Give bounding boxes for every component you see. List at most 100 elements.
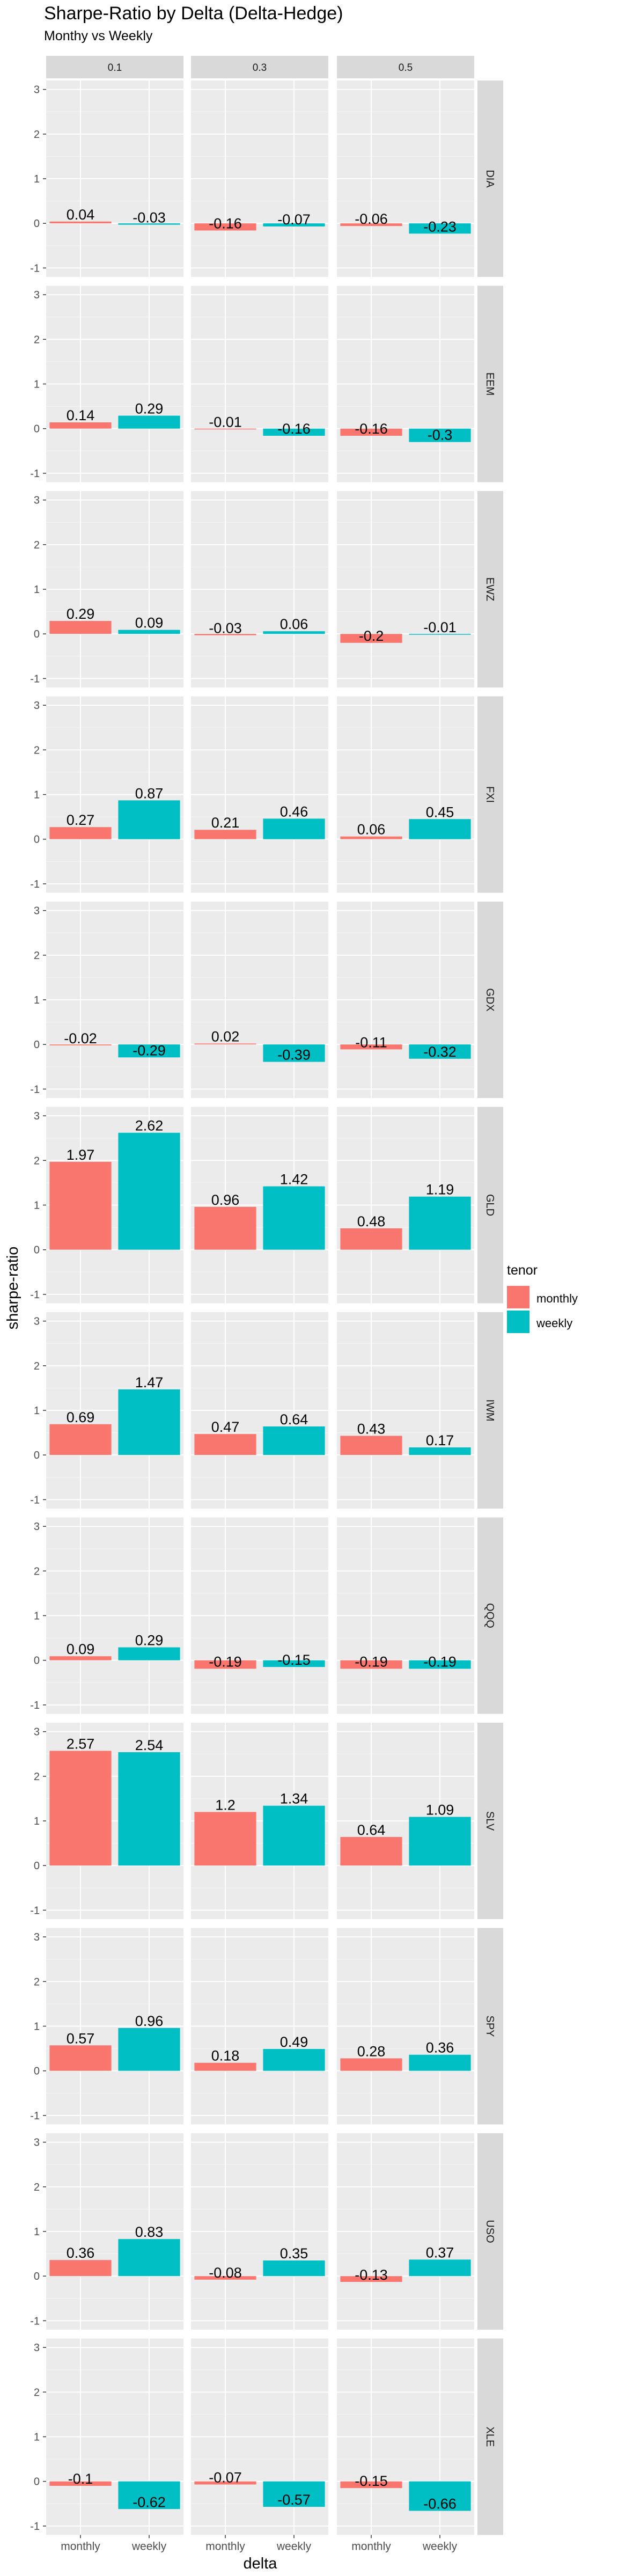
bar-value-label: -0.62 — [133, 2494, 166, 2510]
facet-grid: 0.1 0.3 0.5 -1 0 1 2 3 0.04 -0.03 -0.16 -0.07 -0.06 -… — [30, 56, 503, 2553]
bar-value-label: -0.39 — [277, 1047, 311, 1063]
x-tick-label: weekly — [276, 2541, 312, 2553]
facet-strip-row — [477, 2338, 503, 2535]
y-tick-label: -1 — [30, 2315, 40, 2327]
bar-weekly — [409, 2481, 471, 2511]
bar-value-label: 0.04 — [67, 207, 95, 223]
bar-monthly — [340, 1044, 402, 1050]
bar-value-label: 0.69 — [67, 1409, 95, 1425]
bar-monthly — [49, 2260, 112, 2277]
bar-monthly — [194, 223, 256, 231]
y-tick-label: 3 — [34, 289, 40, 301]
bar-weekly — [118, 2028, 180, 2071]
facet-strip-row — [477, 80, 503, 277]
bar-weekly — [409, 1817, 471, 1866]
bar-value-label: 0.36 — [426, 2040, 454, 2056]
y-tick-label: 3 — [34, 2137, 40, 2149]
bar-weekly — [263, 1186, 325, 1250]
bar-value-label: -0.15 — [277, 1652, 311, 1668]
bar-value-label: -0.03 — [133, 210, 166, 226]
bar-value-label: -0.07 — [209, 2470, 242, 2486]
bar-value-label: 2.57 — [67, 1736, 95, 1752]
bar-value-label: -0.01 — [423, 619, 457, 635]
facet-strip-row-label: IWM — [484, 1399, 496, 1421]
y-tick-label: 1 — [34, 584, 40, 596]
facet-strip-row — [477, 1107, 503, 1304]
bar-monthly — [49, 1656, 112, 1660]
bar-weekly — [118, 1647, 180, 1660]
bar-monthly — [194, 1206, 256, 1250]
facet-strip-row — [477, 902, 503, 1098]
y-tick-label: 1 — [34, 994, 40, 1006]
bar-value-label: -0.03 — [209, 620, 242, 636]
bar-value-label: 0.43 — [357, 1421, 386, 1437]
bar-value-label: -0.2 — [359, 628, 384, 644]
bar-value-label: 1.47 — [135, 1374, 164, 1391]
bar-weekly — [118, 2481, 180, 2509]
bar-monthly — [340, 1660, 402, 1669]
bar-monthly — [194, 2276, 256, 2280]
bar-monthly — [49, 1161, 112, 1250]
y-tick-label: 0 — [34, 1039, 40, 1051]
bar-value-label: 0.48 — [357, 1213, 386, 1230]
y-tick-label: 3 — [34, 1521, 40, 1533]
bar-value-label: -0.06 — [355, 211, 388, 227]
x-tick-label: monthly — [351, 2541, 391, 2553]
bar-value-label: -0.66 — [423, 2496, 457, 2512]
bar-monthly — [340, 2481, 402, 2489]
facet-strip-row — [477, 696, 503, 893]
bar-value-label: 0.29 — [67, 606, 95, 622]
bar-weekly — [263, 223, 325, 227]
bar-monthly — [340, 428, 402, 436]
y-tick-label: 0 — [34, 218, 40, 230]
bar-weekly — [118, 1132, 180, 1250]
bar-value-label: 0.35 — [280, 2245, 308, 2262]
bar-value-label: 0.36 — [67, 2245, 95, 2261]
bar-weekly — [409, 1196, 471, 1250]
bar-value-label: -0.11 — [355, 1034, 387, 1050]
facet-strip-row — [477, 1517, 503, 1714]
bar-monthly — [49, 621, 112, 634]
bar-weekly — [118, 1752, 180, 1866]
bar-value-label: 0.37 — [426, 2244, 454, 2260]
bar-value-label: -0.07 — [277, 211, 311, 228]
bar-value-label: 0.96 — [135, 2013, 164, 2029]
bar-monthly — [194, 634, 256, 635]
y-tick-label: 2 — [34, 950, 40, 962]
bar-value-label: 0.87 — [135, 785, 164, 801]
y-tick-label: 3 — [34, 84, 40, 96]
bar-value-label: 1.42 — [280, 1172, 308, 1188]
bar-weekly — [263, 1426, 325, 1455]
y-tick-label: 1 — [34, 173, 40, 185]
bar-value-label: 0.06 — [280, 616, 308, 632]
y-tick-label: 3 — [34, 1931, 40, 1943]
y-tick-label: 2 — [34, 129, 40, 141]
bar-value-label: 0.06 — [357, 822, 386, 838]
bar-monthly — [49, 221, 112, 224]
legend-key-weekly — [507, 1311, 529, 1333]
y-tick-label: 3 — [34, 700, 40, 712]
y-tick-label: 0 — [34, 2271, 40, 2282]
bar-monthly — [340, 223, 402, 226]
y-tick-label: -1 — [30, 879, 40, 890]
bar-weekly — [118, 1389, 180, 1455]
x-tick-label: weekly — [131, 2541, 167, 2553]
bar-value-label: -0.16 — [277, 421, 311, 437]
y-tick-label: 2 — [34, 2387, 40, 2398]
facet-strip-row-label: USO — [484, 2220, 496, 2243]
bar-value-label: -0.16 — [355, 421, 388, 437]
y-tick-label: 0 — [34, 423, 40, 435]
y-tick-label: 1 — [34, 1200, 40, 1212]
bar-weekly — [118, 1044, 180, 1058]
bar-weekly — [263, 818, 325, 839]
bar-monthly — [49, 1424, 112, 1455]
bar-value-label: 0.29 — [135, 401, 164, 417]
bar-weekly — [409, 634, 471, 635]
bar-value-label: 1.97 — [67, 1147, 95, 1163]
y-tick-label: 3 — [34, 2342, 40, 2354]
y-tick-label: -1 — [30, 1084, 40, 1095]
bar-weekly — [409, 428, 471, 442]
facet-strip-row — [477, 286, 503, 482]
legend-key-monthly — [507, 1286, 529, 1308]
facet-strip-row-label: FXI — [484, 786, 496, 803]
